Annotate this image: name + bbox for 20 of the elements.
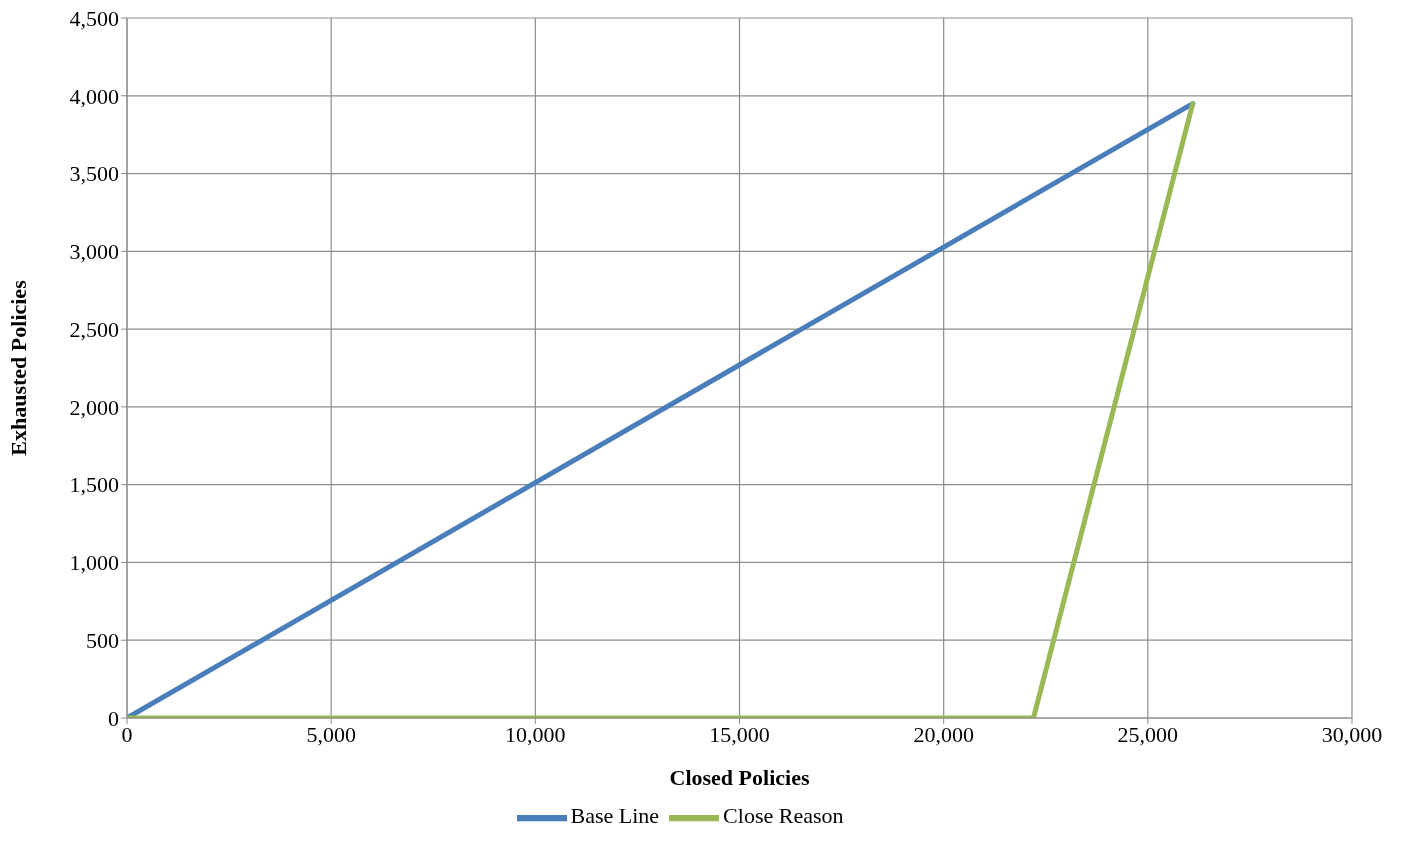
y-tick-label: 1,000 (69, 550, 119, 576)
legend-label: Base Line (570, 803, 660, 829)
y-tick-label: 3,000 (69, 239, 119, 265)
x-tick-label: 10,000 (505, 721, 566, 747)
y-tick-label: 4,500 (69, 5, 119, 31)
y-tick-label: 2,500 (69, 316, 119, 342)
legend-label: Close Reason (723, 803, 844, 829)
x-tick-label: 5,000 (306, 721, 356, 747)
y-tick-label: 4,000 (69, 83, 119, 109)
y-axis-title: Exhausted Policies (5, 279, 31, 456)
x-tick-label: 15,000 (709, 721, 770, 747)
y-tick-label: 500 (86, 628, 119, 654)
y-tick-label: 0 (108, 705, 119, 731)
x-tick-label: 25,000 (1117, 721, 1179, 747)
y-tick-label: 2,000 (69, 394, 119, 420)
x-tick-label: 30,000 (1321, 721, 1383, 747)
x-axis-title: Closed Policies (669, 765, 810, 790)
y-tick-label: 1,500 (69, 472, 119, 498)
y-tick-label: 3,500 (69, 161, 119, 187)
x-tick-label: 20,000 (913, 721, 974, 747)
